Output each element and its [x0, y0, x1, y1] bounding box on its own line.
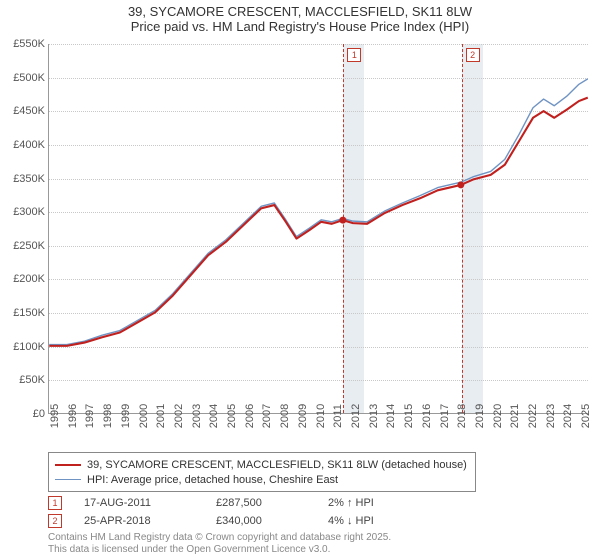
transaction-marker: 2 [48, 514, 62, 528]
chart-titles: 39, SYCAMORE CRESCENT, MACCLESFIELD, SK1… [0, 0, 600, 34]
plot-area: £0£50K£100K£150K£200K£250K£300K£350K£400… [48, 44, 588, 414]
y-axis-label: £50K [3, 374, 45, 386]
transaction-date: 25-APR-2018 [84, 515, 194, 527]
y-axis-label: £200K [3, 273, 45, 285]
legend-label-red: 39, SYCAMORE CRESCENT, MACCLESFIELD, SK1… [87, 459, 467, 471]
title-address: 39, SYCAMORE CRESCENT, MACCLESFIELD, SK1… [0, 4, 600, 19]
transaction-delta: 2% ↑ HPI [328, 497, 374, 509]
transactions-table: 1 17-AUG-2011 £287,500 2% ↑ HPI 2 25-APR-2018… [48, 494, 374, 530]
y-axis-label: £400K [3, 139, 45, 151]
event-marker-box: 1 [347, 48, 361, 62]
legend-label-blue: HPI: Average price, detached house, Ches… [87, 474, 338, 486]
transaction-date: 17-AUG-2011 [84, 497, 194, 509]
legend-swatch-red [55, 464, 81, 466]
y-axis-label: £150K [3, 307, 45, 319]
legend-row-red: 39, SYCAMORE CRESCENT, MACCLESFIELD, SK1… [55, 457, 467, 472]
y-axis-label: £100K [3, 341, 45, 353]
y-axis-label: £250K [3, 240, 45, 252]
transaction-price: £340,000 [216, 515, 306, 527]
transaction-row: 1 17-AUG-2011 £287,500 2% ↑ HPI [48, 494, 374, 512]
y-axis-label: £0 [3, 408, 45, 420]
event-point [339, 217, 346, 224]
chart-container: 39, SYCAMORE CRESCENT, MACCLESFIELD, SK1… [0, 0, 600, 560]
transaction-price: £287,500 [216, 497, 306, 509]
series-line-blue [49, 79, 588, 345]
y-axis-label: £450K [3, 105, 45, 117]
credit-text: Contains HM Land Registry data © Crown c… [48, 532, 391, 556]
transaction-delta: 4% ↓ HPI [328, 515, 374, 527]
y-axis-label: £550K [3, 38, 45, 50]
credit-line-1: Contains HM Land Registry data © Crown c… [48, 532, 391, 544]
transaction-row: 2 25-APR-2018 £340,000 4% ↓ HPI [48, 512, 374, 530]
y-axis-label: £300K [3, 206, 45, 218]
legend-swatch-blue [55, 479, 81, 480]
legend: 39, SYCAMORE CRESCENT, MACCLESFIELD, SK1… [48, 452, 476, 492]
event-point [457, 181, 464, 188]
transaction-marker: 1 [48, 496, 62, 510]
y-axis-label: £500K [3, 72, 45, 84]
title-sub: Price paid vs. HM Land Registry's House … [0, 19, 600, 34]
event-marker-box: 2 [466, 48, 480, 62]
legend-row-blue: HPI: Average price, detached house, Ches… [55, 472, 467, 487]
line-layer [49, 44, 588, 413]
y-axis-label: £350K [3, 173, 45, 185]
credit-line-2: This data is licensed under the Open Gov… [48, 544, 391, 556]
